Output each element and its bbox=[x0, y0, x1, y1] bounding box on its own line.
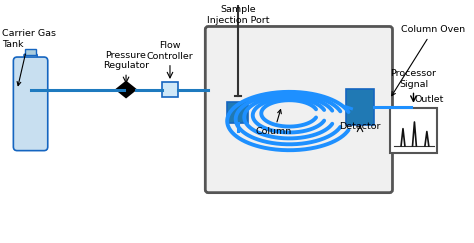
Text: Column Oven: Column Oven bbox=[392, 25, 465, 96]
FancyBboxPatch shape bbox=[24, 54, 37, 66]
Text: Detector: Detector bbox=[339, 122, 381, 130]
Bar bbox=[227, 102, 248, 123]
Bar bbox=[25, 49, 36, 55]
Bar bbox=[346, 88, 374, 125]
Text: Outlet: Outlet bbox=[414, 95, 444, 104]
Text: Column: Column bbox=[256, 110, 292, 136]
Text: Carrier Gas
Tank: Carrier Gas Tank bbox=[2, 29, 56, 86]
Text: Flow
Controller: Flow Controller bbox=[146, 42, 193, 61]
FancyBboxPatch shape bbox=[13, 57, 48, 151]
Bar bbox=[390, 108, 438, 154]
FancyBboxPatch shape bbox=[205, 26, 392, 193]
Text: Pressure
Regulator: Pressure Regulator bbox=[103, 51, 149, 70]
Polygon shape bbox=[117, 82, 136, 97]
Bar bbox=[162, 82, 178, 97]
Text: Sample
Injection Port: Sample Injection Port bbox=[207, 6, 269, 25]
Text: Processor
Signal: Processor Signal bbox=[391, 69, 437, 88]
